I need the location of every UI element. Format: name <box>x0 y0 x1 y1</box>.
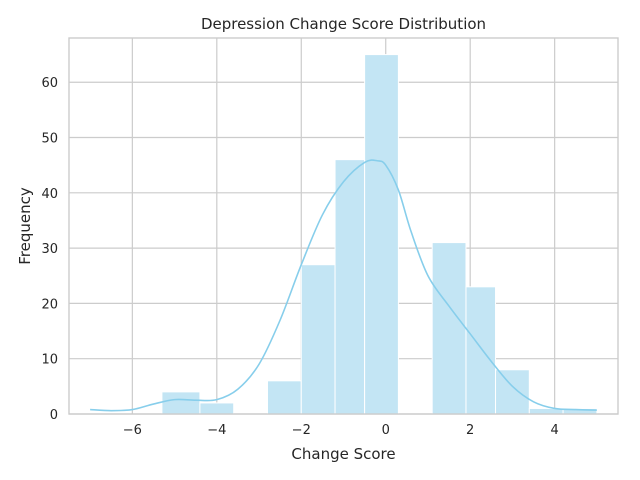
plot-frame <box>68 37 619 415</box>
x-tick-label: −6 <box>123 423 142 438</box>
histogram-bar <box>199 402 235 415</box>
histogram-bar <box>161 391 201 415</box>
histogram-bar <box>495 369 530 415</box>
kde-curve <box>90 159 597 412</box>
y-tick-label: 0 <box>50 408 58 423</box>
histogram-bar <box>431 242 467 415</box>
x-tick-labels: −6 −4 −2 0 2 4 <box>123 423 559 438</box>
y-axis-title: Frequency <box>16 187 34 265</box>
histogram-bar <box>465 286 497 415</box>
kde-curve-group <box>90 159 597 412</box>
y-tick-label: 30 <box>41 242 58 257</box>
x-tick-label: −4 <box>207 423 226 438</box>
y-tick-label: 10 <box>41 353 58 368</box>
histogram-bar <box>334 159 366 415</box>
histogram-bars <box>161 54 598 415</box>
histogram-bar <box>300 264 336 415</box>
y-tick-label: 40 <box>41 187 58 202</box>
x-axis-title: Change Score <box>291 445 395 463</box>
y-tick-label: 60 <box>41 76 58 91</box>
x-tick-label: 4 <box>551 423 559 438</box>
x-tick-label: 0 <box>382 423 390 438</box>
histogram-bar <box>364 54 399 415</box>
x-tick-label: −2 <box>292 423 311 438</box>
y-tick-label: 20 <box>41 297 58 312</box>
chart-title: Depression Change Score Distribution <box>201 15 486 33</box>
histogram-bar <box>266 380 302 415</box>
y-tick-label: 50 <box>41 132 58 147</box>
x-tick-label: 2 <box>466 423 474 438</box>
y-tick-labels: 0 10 20 30 40 50 60 <box>41 76 58 423</box>
